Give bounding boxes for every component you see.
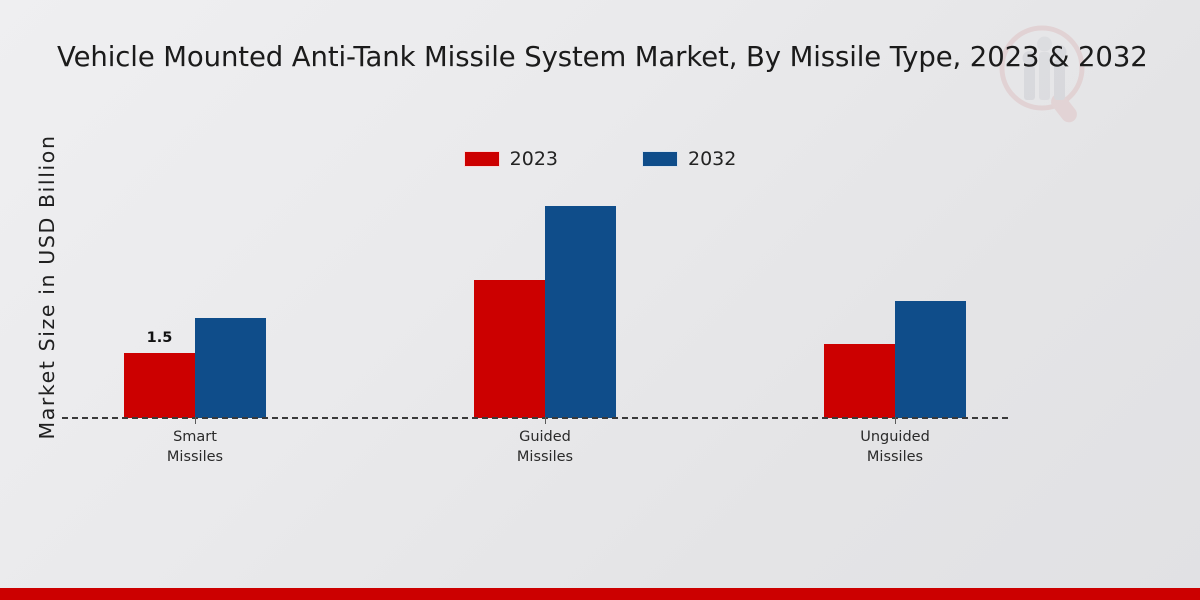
chart-title: Vehicle Mounted Anti-Tank Missile System…: [57, 41, 1148, 73]
bar-2032-1[interactable]: [195, 318, 266, 418]
bar-2032-2[interactable]: [545, 206, 616, 418]
x-axis-baseline: [62, 417, 1008, 419]
bar-group: [474, 180, 616, 418]
x-axis-tick: [195, 417, 196, 424]
legend-item-2023[interactable]: 2023: [463, 148, 558, 170]
legend-item-2032[interactable]: 2032: [642, 148, 736, 170]
x-axis-tick: [895, 417, 896, 424]
bar-data-label: 1.5: [146, 330, 173, 346]
bar-2023-1[interactable]: [124, 353, 195, 418]
chart-legend: 2023 2032: [0, 148, 1200, 170]
legend-swatch-2032: [642, 151, 678, 167]
legend-swatch-2023: [463, 151, 500, 167]
bar-2032-3[interactable]: [895, 301, 966, 418]
footer-accent-strip: [0, 588, 1200, 600]
bar-2023-2[interactable]: [474, 280, 545, 418]
y-axis-title: Market Size in USD Billion: [35, 134, 59, 440]
x-axis-category-label: Smart Missiles: [166, 429, 224, 465]
legend-label-2023: 2023: [509, 148, 558, 170]
bar-2023-3[interactable]: [824, 344, 895, 418]
x-axis-tick: [545, 417, 546, 424]
bar-group: [824, 180, 966, 418]
x-axis-category-label: Unguided Missiles: [860, 429, 930, 465]
plot-area: [62, 180, 1008, 418]
x-axis-category-label: Guided Missiles: [516, 429, 574, 465]
bar-group: [124, 180, 266, 418]
legend-label-2032: 2032: [688, 148, 737, 170]
